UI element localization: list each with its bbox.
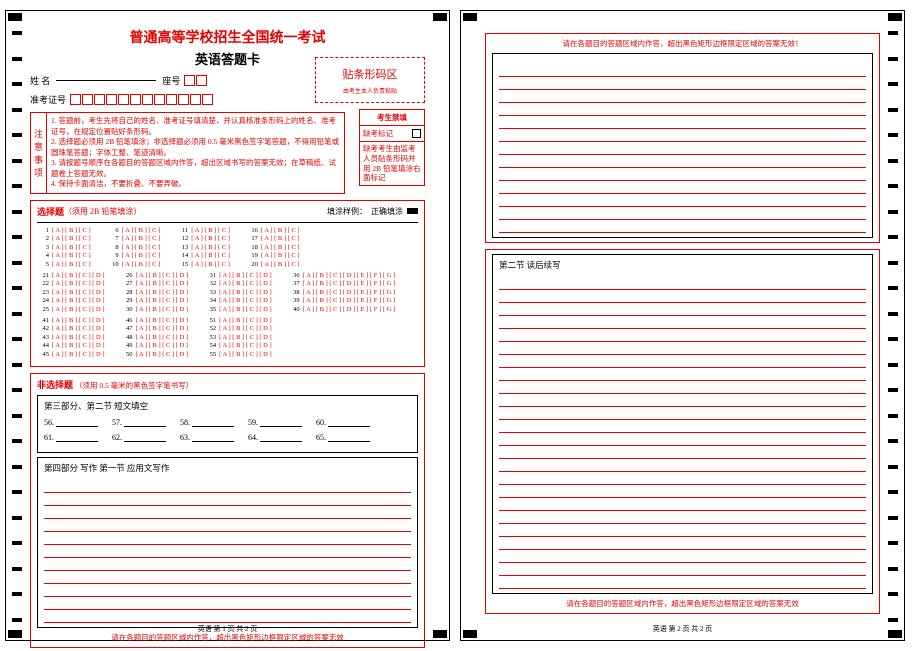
mcq-row-29[interactable]: 29[ A ] [ B ] [ C ] [ D ] [121,297,189,304]
mcq-row-50[interactable]: 50[ A ] [ B ] [ C ] [ D ] [121,351,189,358]
notice-box: 注意事项 1. 答题前，考生先将自己的姓名、准考证号填清楚，并认真核准条形码上的… [30,112,345,194]
absent-checkbox[interactable] [412,129,421,138]
mcq-row-53[interactable]: 53[ A ] [ B ] [ C ] [ D ] [204,334,272,341]
mcq-section: 选择题 （须用 2B 铅笔填涂） 填涂样例：正确填涂 1[ A ] [ B ] … [30,200,425,367]
blank-56[interactable]: 56. [44,418,98,427]
page-number-1: 英语 第 1 页 共 2 页 [6,624,449,634]
mcq-row-40[interactable]: 40[ A ] [ B ] [ C ] [ D ] [ E ] [ F ] [ … [288,306,395,313]
mcq-row-6[interactable]: 6[ A ] [ B ] [ C ] [107,227,161,234]
nmcq-section: 非选择题 （须用 0.5 毫米的黑色签字笔书写） 第三部分、第二节 短文填空 5… [30,373,425,648]
mcq-row-52[interactable]: 52[ A ] [ B ] [ C ] [ D ] [204,325,272,332]
mcq-row-12[interactable]: 12[ A ] [ B ] [ C ] [176,235,230,242]
forbid-box: 考生禁填 缺考标记 缺考考生由监考人员贴条形码并用 2B 铅笔填涂右面标记 [359,109,425,186]
mcq-row-45[interactable]: 45[ A ] [ B ] [ C ] [ D ] [37,351,105,358]
mcq-row-3[interactable]: 3[ A ] [ B ] [ C ] [37,244,91,251]
mcq-row-41[interactable]: 41[ A ] [ B ] [ C ] [ D ] [37,317,105,324]
blank-59[interactable]: 59. [248,418,302,427]
essay2-lines[interactable] [499,277,866,589]
blank-58[interactable]: 58. [180,418,234,427]
mcq-row-47[interactable]: 47[ A ] [ B ] [ C ] [ D ] [121,325,189,332]
page-2: 请在各题目的答题区域内作答，超出黑色矩形边框限定区域的答案无效！ 第二节 读后续… [460,10,905,641]
mcq-row-23[interactable]: 23[ A ] [ B ] [ C ] [ D ] [37,289,105,296]
part3-title: 第三部分、第二节 短文填空 [44,400,411,412]
essay1-continue: 请在各题目的答题区域内作答，超出黑色矩形边框限定区域的答案无效！ [485,33,880,243]
mcq-row-21[interactable]: 21[ A ] [ B ] [ C ] [ D ] [37,272,105,279]
mcq-row-13[interactable]: 13[ A ] [ B ] [ C ] [176,244,230,251]
mcq-row-35[interactable]: 35[ A ] [ B ] [ C ] [ D ] [204,306,272,313]
mcq-row-19[interactable]: 19[ A ] [ B ] [ C ] [246,252,300,259]
main-title: 普通高等学校招生全国统一考试 [30,27,425,47]
mcq-row-4[interactable]: 4[ A ] [ B ] [ C ] [37,252,91,259]
mcq-row-44[interactable]: 44[ A ] [ B ] [ C ] [ D ] [37,342,105,349]
mcq-row-48[interactable]: 48[ A ] [ B ] [ C ] [ D ] [121,334,189,341]
mcq-row-46[interactable]: 46[ A ] [ B ] [ C ] [ D ] [121,317,189,324]
mcq-row-16[interactable]: 16[ A ] [ B ] [ C ] [246,227,300,234]
mcq-row-11[interactable]: 11[ A ] [ B ] [ C ] [176,227,230,234]
essay1-cont-lines[interactable] [499,64,866,233]
mcq-row-42[interactable]: 42[ A ] [ B ] [ C ] [ D ] [37,325,105,332]
ticket-boxes[interactable] [70,94,213,105]
mcq-row-34[interactable]: 34[ A ] [ B ] [ C ] [ D ] [204,297,272,304]
mcq-row-31[interactable]: 31[ A ] [ B ] [ C ] [ D ] [204,272,272,279]
mcq-row-8[interactable]: 8[ A ] [ B ] [ C ] [107,244,161,251]
mcq-row-37[interactable]: 37[ A ] [ B ] [ C ] [ D ] [ E ] [ F ] [ … [288,280,395,287]
mcq-row-55[interactable]: 55[ A ] [ B ] [ C ] [ D ] [204,351,272,358]
blank-60[interactable]: 60. [316,418,370,427]
seat-boxes[interactable] [184,75,207,86]
mcq-row-36[interactable]: 36[ A ] [ B ] [ C ] [ D ] [ E ] [ F ] [ … [288,272,395,279]
mcq-row-2[interactable]: 2[ A ] [ B ] [ C ] [37,235,91,242]
mcq-row-20[interactable]: 20[ A ] [ B ] [ C ] [246,261,300,268]
mcq-row-18[interactable]: 18[ A ] [ B ] [ C ] [246,244,300,251]
mcq-row-15[interactable]: 15[ A ] [ B ] [ C ] [176,261,230,268]
blank-62[interactable]: 62. [112,433,166,442]
blank-61[interactable]: 61. [44,433,98,442]
mcq-row-17[interactable]: 17[ A ] [ B ] [ C ] [246,235,300,242]
blank-57[interactable]: 57. [112,418,166,427]
mcq-row-24[interactable]: 24[ A ] [ B ] [ C ] [ D ] [37,297,105,304]
essay1-lines[interactable] [44,480,411,623]
mcq-row-22[interactable]: 22[ A ] [ B ] [ C ] [ D ] [37,280,105,287]
mcq-row-28[interactable]: 28[ A ] [ B ] [ C ] [ D ] [121,289,189,296]
page-number-2: 英语 第 2 页 共 2 页 [461,624,904,634]
mcq-row-49[interactable]: 49[ A ] [ B ] [ C ] [ D ] [121,342,189,349]
fill-sample-icon [407,208,418,214]
name-field[interactable] [56,80,156,81]
mcq-row-7[interactable]: 7[ A ] [ B ] [ C ] [107,235,161,242]
mcq-row-1[interactable]: 1[ A ] [ B ] [ C ] [37,227,91,234]
mcq-row-33[interactable]: 33[ A ] [ B ] [ C ] [ D ] [204,289,272,296]
blank-65[interactable]: 65. [316,433,370,442]
mcq-row-27[interactable]: 27[ A ] [ B ] [ C ] [ D ] [121,280,189,287]
mcq-row-10[interactable]: 10[ A ] [ B ] [ C ] [107,261,161,268]
mcq-row-9[interactable]: 9[ A ] [ B ] [ C ] [107,252,161,259]
mcq-row-5[interactable]: 5[ A ] [ B ] [ C ] [37,261,91,268]
mcq-row-39[interactable]: 39[ A ] [ B ] [ C ] [ D ] [ E ] [ F ] [ … [288,297,395,304]
mcq-row-32[interactable]: 32[ A ] [ B ] [ C ] [ D ] [204,280,272,287]
blank-64[interactable]: 64. [248,433,302,442]
mcq-row-14[interactable]: 14[ A ] [ B ] [ C ] [176,252,230,259]
mcq-row-54[interactable]: 54[ A ] [ B ] [ C ] [ D ] [204,342,272,349]
mcq-row-38[interactable]: 38[ A ] [ B ] [ C ] [ D ] [ E ] [ F ] [ … [288,289,395,296]
part4-title: 第四部分 写作 第一节 应用文写作 [44,462,411,474]
mcq-row-25[interactable]: 25[ A ] [ B ] [ C ] [ D ] [37,306,105,313]
part5-title: 第二节 读后续写 [499,259,866,271]
essay2-section: 第二节 读后续写 请在各题目的答题区域内作答，超出黑色矩形边框限定区域的答案无效 [485,249,880,614]
mcq-row-51[interactable]: 51[ A ] [ B ] [ C ] [ D ] [204,317,272,324]
blank-63[interactable]: 63. [180,433,234,442]
page-1: 普通高等学校招生全国统一考试 英语答题卡 贴条形码区 由考生本人负责粘贴 姓 名… [5,10,450,641]
mcq-row-26[interactable]: 26[ A ] [ B ] [ C ] [ D ] [121,272,189,279]
mcq-row-30[interactable]: 30[ A ] [ B ] [ C ] [ D ] [121,306,189,313]
mcq-row-43[interactable]: 43[ A ] [ B ] [ C ] [ D ] [37,334,105,341]
barcode-zone: 贴条形码区 由考生本人负责粘贴 [315,57,425,103]
